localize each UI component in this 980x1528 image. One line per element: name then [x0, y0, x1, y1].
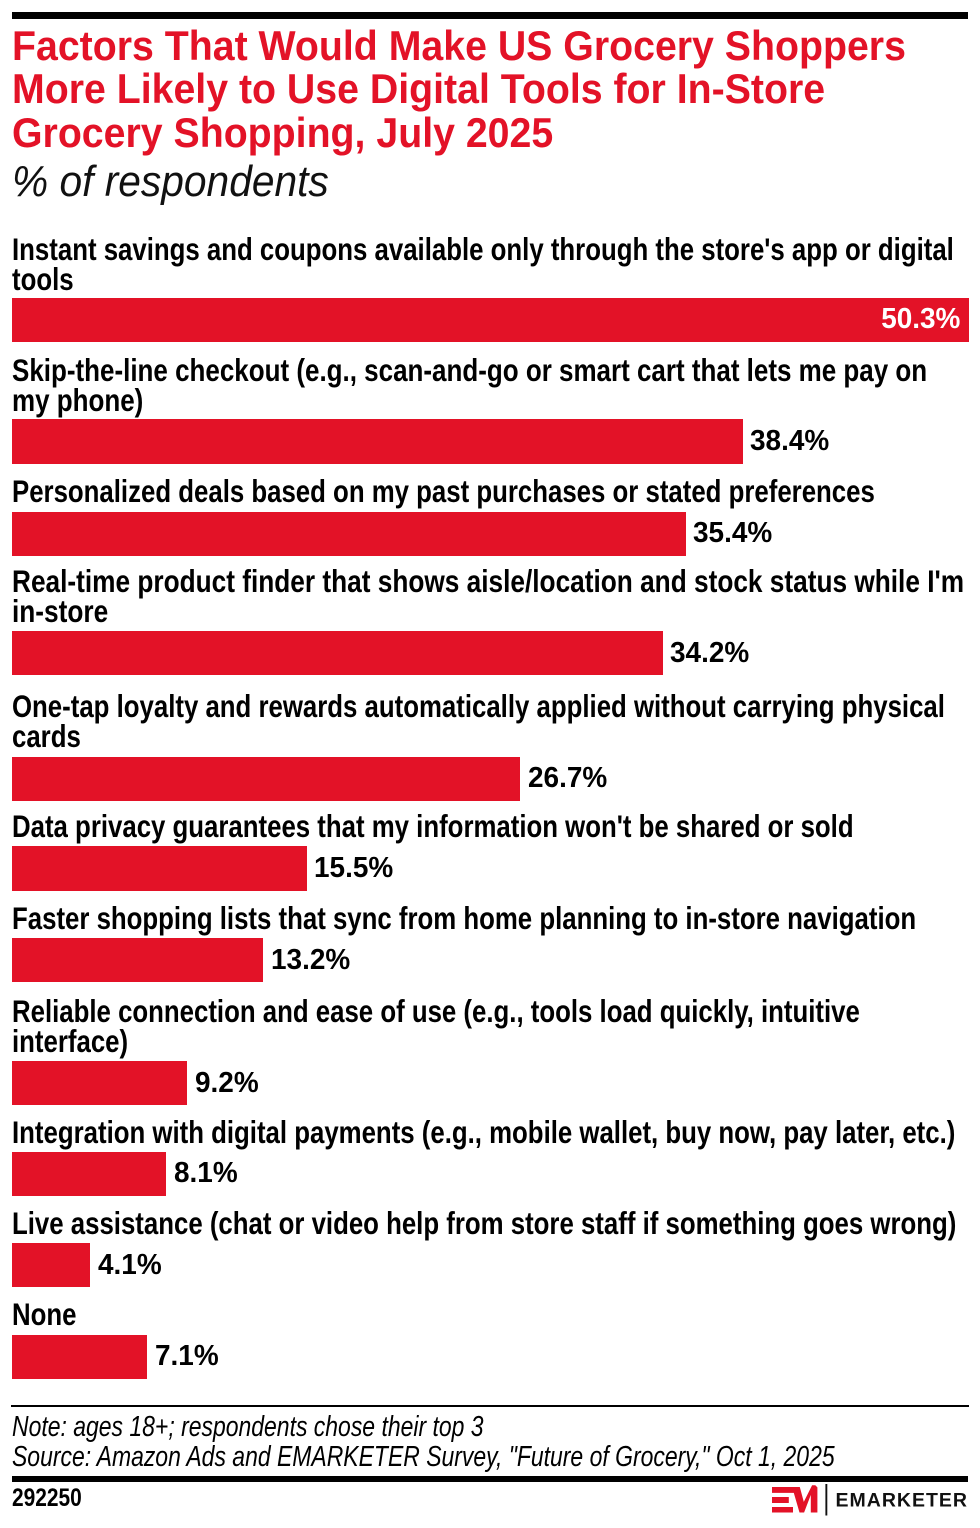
svg-text:EMARKETER: EMARKETER [836, 1490, 969, 1512]
